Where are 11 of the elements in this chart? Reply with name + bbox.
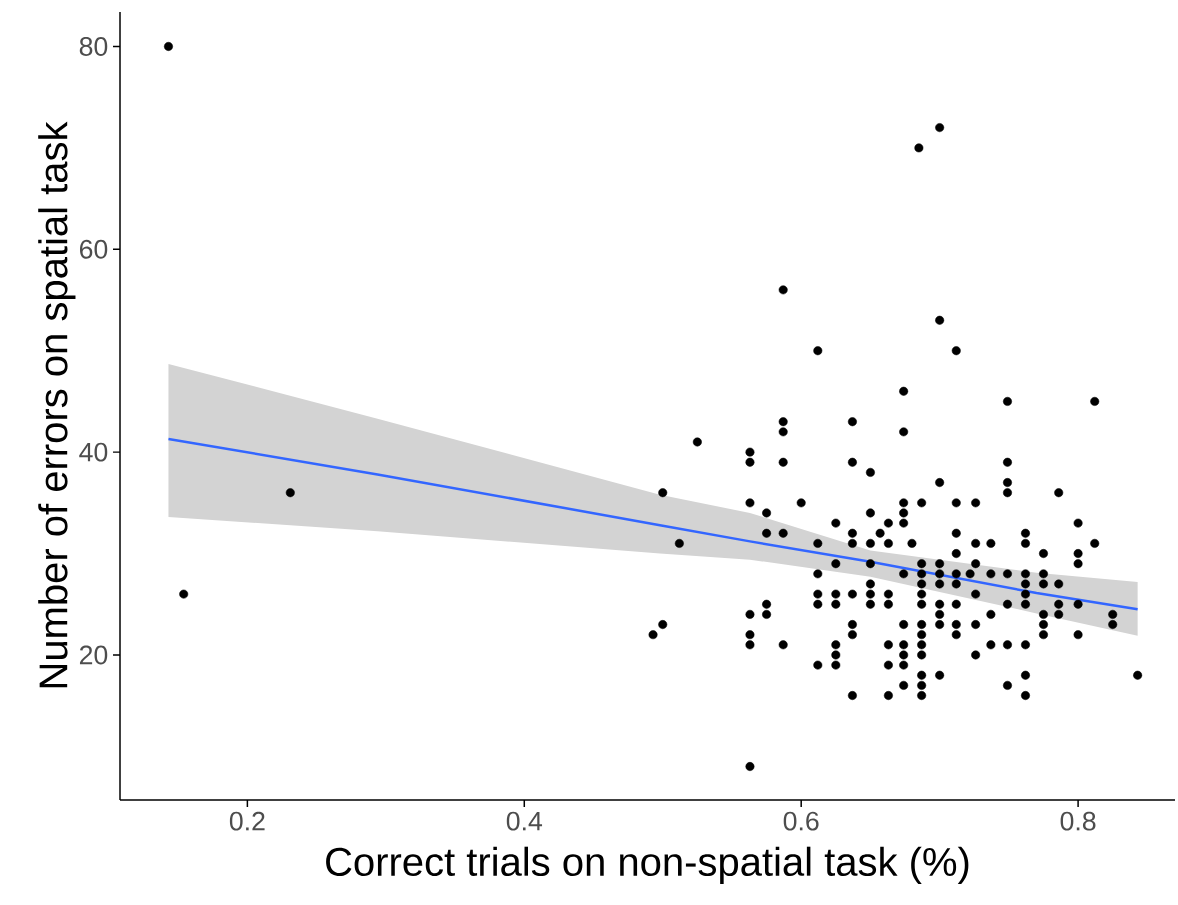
line-series xyxy=(167,437,1139,611)
x-axis-title: Correct trials on non-spatial task (%) xyxy=(326,846,969,884)
x-tick-label: 0.2 xyxy=(229,811,265,831)
x-tick-label: 0.4 xyxy=(506,811,543,831)
y-axis-title: Number of errors on spatial task xyxy=(38,121,76,688)
x-tick-label: 0.8 xyxy=(1060,811,1096,831)
y-tick-label: 60 xyxy=(79,239,108,259)
x-tick-label: 0.6 xyxy=(783,811,819,831)
y-tick-label: 20 xyxy=(79,645,108,665)
y-tick-label: 40 xyxy=(79,442,108,462)
y-tick-label: 80 xyxy=(79,37,108,56)
